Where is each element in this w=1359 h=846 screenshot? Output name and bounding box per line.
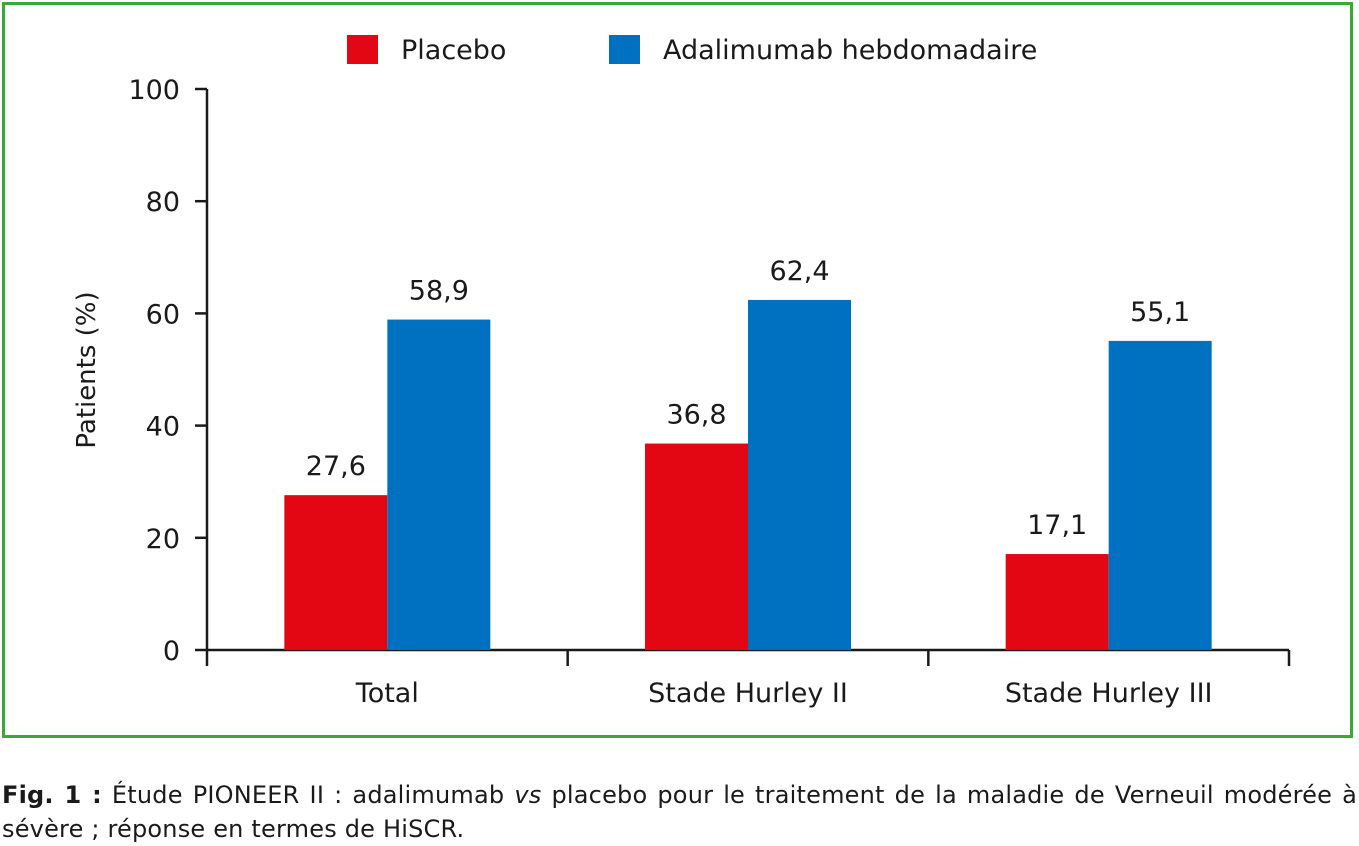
legend: Placebo Adalimumab hebdomadaire: [347, 35, 1037, 66]
bar: [748, 299, 851, 650]
chart-frame: [2, 2, 1353, 738]
legend-swatch: [609, 35, 640, 64]
caption-label: Fig. 1 :: [2, 781, 102, 809]
legend-swatch: [347, 35, 378, 64]
x-tick-label: Stade Hurley II: [648, 678, 848, 709]
bar: [284, 495, 388, 650]
bar: [1108, 340, 1212, 650]
legend-label: Placebo: [401, 35, 506, 66]
y-tick-label: 20: [146, 524, 180, 555]
bar: [387, 319, 491, 650]
x-axis: Total Stade Hurley II Stade Hurley III: [205, 648, 1291, 709]
data-label: 55,1: [1130, 297, 1190, 328]
caption-text-before: Étude PIONEER II : adalimumab: [101, 781, 515, 809]
y-tick-label: 0: [163, 636, 180, 667]
legend-label: Adalimumab hebdomadaire: [663, 35, 1037, 66]
bar: [645, 443, 748, 650]
caption-text-after: placebo pour le traitement de la maladie…: [2, 781, 1357, 843]
x-tick-label: Total: [355, 678, 419, 709]
data-label: 27,6: [306, 451, 366, 482]
data-label: 17,1: [1027, 510, 1087, 541]
x-tick-label: Stade Hurley III: [1005, 678, 1213, 709]
bar: [1005, 554, 1109, 650]
y-tick-label: 100: [128, 75, 180, 106]
bar-chart: Placebo Adalimumab hebdomadaire 0 20 40 60 80…: [72, 35, 1291, 709]
figure-caption: Fig. 1 : Étude PIONEER II : adalimumab v…: [2, 778, 1357, 846]
y-axis-label: Patients (%): [72, 291, 102, 448]
caption-italic: vs: [514, 781, 542, 809]
data-label: 58,9: [409, 276, 469, 307]
bars: 27,6 58,9 36,8 62,4 17,1 55,1: [284, 256, 1212, 650]
data-label: 36,8: [666, 400, 726, 431]
data-label: 62,4: [769, 256, 829, 287]
y-tick-label: 60: [146, 299, 180, 330]
y-axis: 0 20 40 60 80 100: [128, 75, 209, 667]
y-tick-label: 80: [146, 187, 180, 218]
y-tick-label: 40: [146, 412, 180, 443]
